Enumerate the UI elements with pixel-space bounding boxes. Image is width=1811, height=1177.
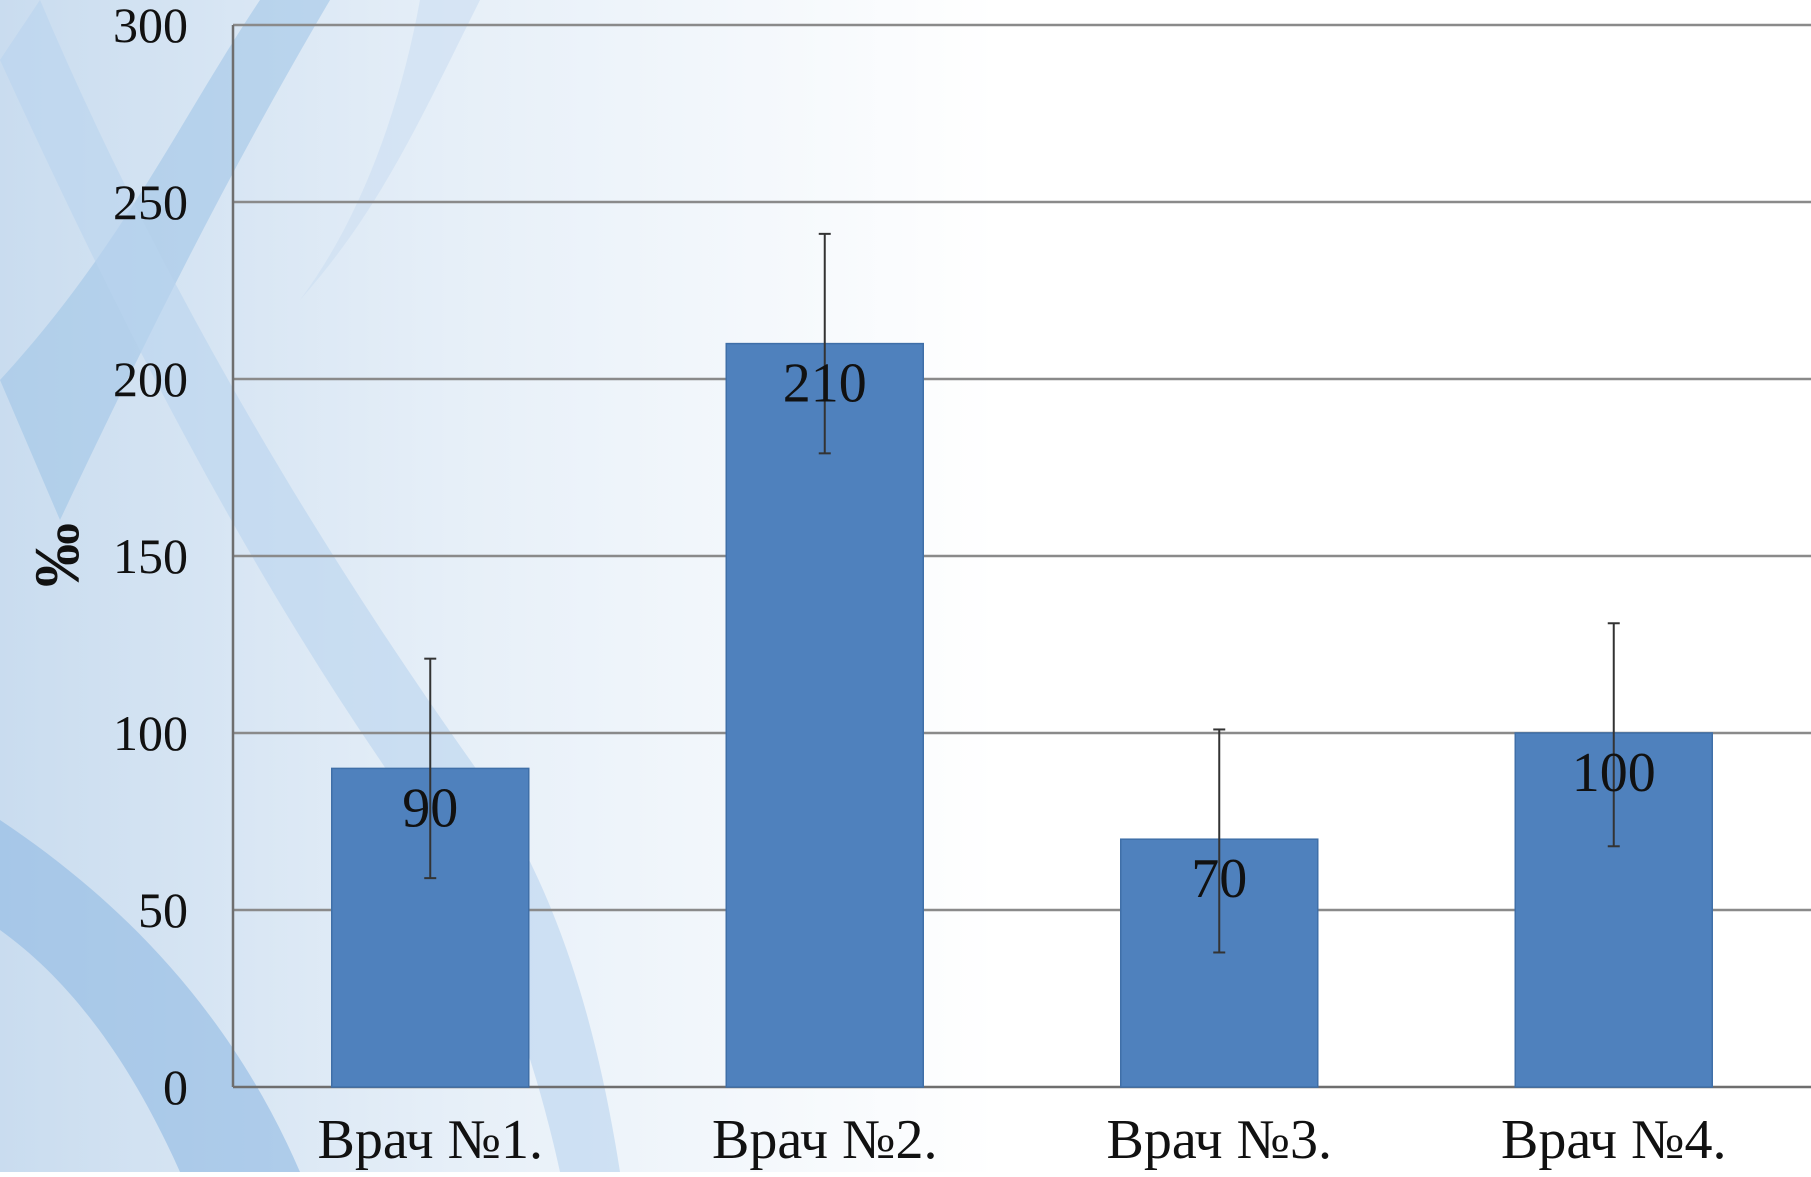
- y-tick-label: 250: [113, 174, 188, 230]
- x-tick-label: Врач №2.: [712, 1109, 938, 1171]
- y-tick-label: 100: [113, 705, 188, 761]
- y-tick-label: 0: [163, 1059, 188, 1115]
- y-axis-label: ‰: [21, 523, 92, 587]
- y-tick-labels: 0 50 100 150 200 250 300: [113, 0, 188, 1115]
- x-tick-label: Врач №1.: [317, 1109, 543, 1171]
- data-label: 70: [1191, 848, 1247, 910]
- bar: [725, 342, 924, 1088]
- data-label: 90: [402, 777, 458, 839]
- y-tick-label: 50: [138, 882, 188, 938]
- data-label: 210: [783, 353, 867, 415]
- data-label: 100: [1572, 742, 1656, 804]
- error-bars: [424, 232, 1620, 954]
- x-tick-label: Врач №4.: [1501, 1109, 1727, 1171]
- y-tick-label: 150: [113, 528, 188, 584]
- x-tick-labels: Врач №1. Врач №2. Врач №3. Врач №4.: [317, 1109, 1726, 1171]
- y-tick-label: 300: [113, 0, 188, 53]
- data-labels: 90 210 70 100: [402, 353, 1656, 911]
- y-tick-label: 200: [113, 351, 188, 407]
- x-tick-label: Врач №3.: [1106, 1109, 1332, 1171]
